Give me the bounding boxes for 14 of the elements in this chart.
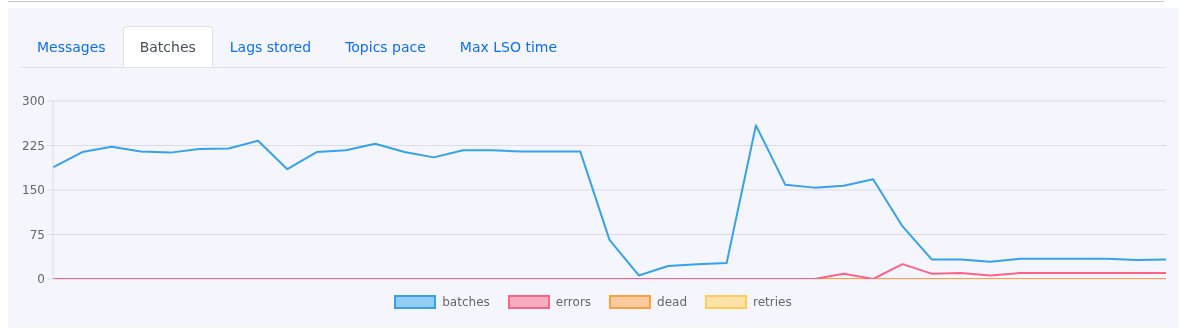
y-tick-label: 75 (29, 227, 45, 242)
text: Messages (36, 38, 107, 57)
text: Max LSO time (458, 38, 559, 57)
legend-label: retries (753, 295, 792, 309)
text: Topics pace (344, 38, 427, 57)
y-tick-label: 225 (22, 138, 45, 153)
text: Batches (122, 26, 213, 67)
y-tick-label: 300 (22, 94, 45, 109)
text: Lags stored (228, 38, 313, 57)
y-tick-label: 0 (37, 272, 45, 287)
legend-label: batches (442, 295, 490, 309)
y-tick-label: 150 (22, 183, 45, 198)
legend-label: dead (657, 295, 688, 309)
legend-label: errors (555, 295, 592, 309)
